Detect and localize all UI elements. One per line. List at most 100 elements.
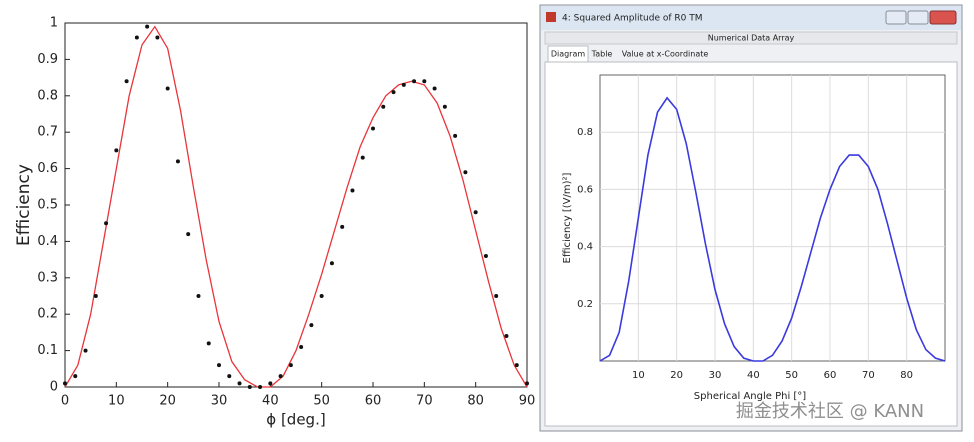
tab[interactable]: Value at x-Coordinate [622, 50, 709, 59]
scatter-point [278, 374, 283, 379]
x-tick-label: 60 [824, 370, 837, 381]
y-tick-label: 1 [50, 16, 58, 31]
x-tick-label: 30 [709, 370, 722, 381]
scatter-point [104, 221, 109, 226]
y-tick-label: 0 [50, 380, 58, 395]
scatter-point [483, 253, 488, 258]
y-axis-title: Efficiency [(V/m)²] [562, 172, 573, 263]
scatter-point [432, 86, 437, 91]
scatter-point [258, 385, 263, 389]
scatter-point [391, 90, 396, 95]
subtitle-bar [544, 31, 958, 45]
scatter-point [288, 363, 293, 368]
y-tick-label: 0.9 [37, 52, 58, 67]
scatter-point [463, 170, 468, 175]
scatter-point [93, 294, 98, 298]
x-tick-label: 60 [365, 394, 382, 409]
x-tick-label: 10 [108, 394, 125, 409]
scatter-point [494, 294, 499, 298]
scatter-point [165, 86, 170, 91]
scatter-point [319, 294, 324, 298]
x-tick-label: 70 [416, 394, 433, 409]
scatter-point [453, 133, 458, 138]
line-series [64, 25, 528, 388]
close-button[interactable] [929, 10, 957, 25]
x-axis-title: Spherical Angle Phi [°] [694, 391, 807, 402]
tab[interactable]: Table [591, 50, 613, 59]
y-tick-label: 0.4 [577, 242, 593, 253]
line-series [599, 96, 946, 362]
y-tick-label: 0.1 [37, 343, 58, 358]
scatter-point [504, 334, 509, 339]
scatter-point [299, 344, 304, 349]
scatter-point [340, 224, 345, 229]
maximize-button[interactable] [907, 10, 929, 25]
x-tick-label: 40 [262, 394, 279, 409]
scatter-point [401, 82, 406, 87]
x-tick-label: 90 [519, 394, 536, 409]
scatter-point [329, 261, 334, 266]
scatter-point [227, 374, 232, 379]
watermark: 掘金技术社区 @ KANN [736, 401, 924, 422]
y-tick-label: 0.6 [577, 184, 593, 195]
scatter-point [114, 148, 119, 153]
x-tick-label: 20 [159, 394, 176, 409]
scatter-point [73, 374, 78, 379]
tab[interactable]: Diagram [551, 50, 586, 59]
y-tick-label: 0.4 [37, 234, 58, 249]
x-tick-label: 10 [632, 370, 645, 381]
y-tick-label: 0.6 [37, 161, 58, 176]
x-tick-label: 30 [211, 394, 228, 409]
x-tick-label: 80 [900, 370, 913, 381]
scatter-point [381, 104, 386, 109]
scatter-point [186, 232, 191, 237]
x-tick-label: 50 [785, 370, 798, 381]
scatter-point [247, 385, 252, 389]
scatter-point [360, 155, 365, 160]
scatter-point [124, 79, 129, 84]
scatter-point [63, 381, 67, 386]
scatter-point [412, 79, 417, 84]
scatter-point [145, 24, 150, 29]
y-tick-label: 0.2 [37, 307, 58, 322]
x-tick-label: 40 [747, 370, 760, 381]
y-tick-label: 0.7 [37, 125, 58, 140]
scatter-point [175, 159, 180, 164]
x-tick-label: 70 [862, 370, 875, 381]
y-tick-label: 0.8 [577, 127, 593, 138]
scatter-point [237, 381, 242, 386]
x-tick-label: 50 [313, 394, 330, 409]
y-tick-label: 0.5 [37, 198, 58, 213]
scatter-point [473, 210, 478, 215]
x-tick-label: 0 [61, 394, 69, 409]
x-tick-label: 20 [670, 370, 683, 381]
window-subtitle: Numerical Data Array [708, 34, 795, 43]
minimize-button[interactable] [885, 10, 907, 25]
tab-content [544, 61, 958, 427]
scatter-point [206, 341, 211, 346]
y-axis-title: Efficiency [14, 164, 34, 246]
window-title: 4: Squared Amplitude of R0 TM [562, 14, 703, 24]
scatter-point [514, 363, 519, 368]
x-axis-title: ϕ [deg.] [266, 411, 325, 429]
scatter-point [442, 104, 447, 109]
x-tick-label: 80 [467, 394, 484, 409]
y-tick-label: 0.8 [37, 88, 58, 103]
window-icon [546, 12, 556, 22]
scatter-point [371, 126, 375, 131]
scatter-point [155, 35, 160, 40]
y-tick-label: 0.2 [577, 299, 593, 310]
scatter-point [525, 381, 529, 386]
scatter-point [309, 323, 314, 328]
scatter-point [422, 79, 427, 84]
y-tick-label: 0.3 [37, 270, 58, 285]
scatter-point [134, 35, 139, 40]
scatter-point [350, 188, 355, 193]
plot-frame [599, 74, 946, 362]
scatter-point [217, 363, 221, 368]
scatter-point [196, 294, 201, 298]
scatter-point [268, 381, 273, 386]
scatter-point [83, 348, 88, 353]
window: 4: Squared Amplitude of R0 TM Numerical … [539, 4, 963, 432]
